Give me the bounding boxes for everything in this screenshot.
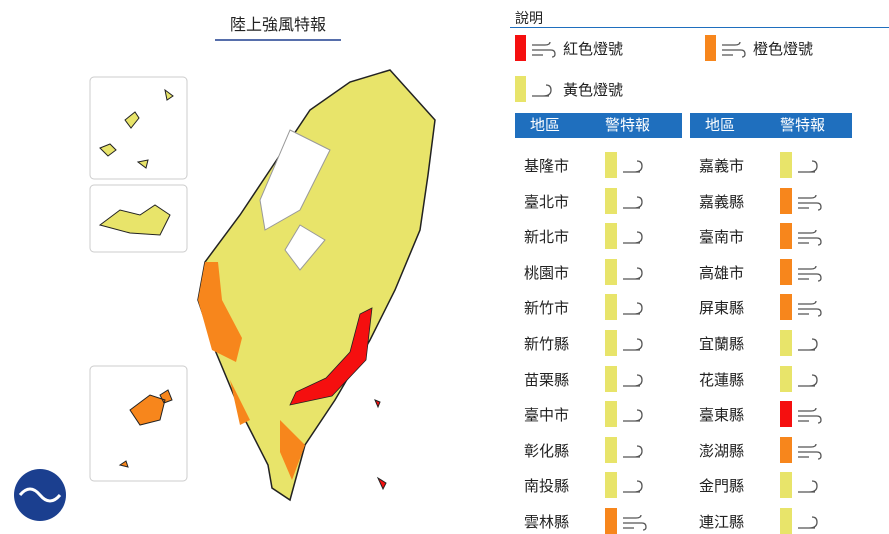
region-name: 嘉義市 [699,157,745,175]
legend-label: 橙色燈號 [753,40,814,58]
legend-title: 說明 [515,11,543,27]
wind-icon [623,373,643,387]
warning-swatch [780,365,792,392]
wind-icon [798,301,822,318]
region-name: 臺東縣 [699,406,745,425]
wind-icon [798,194,822,211]
region-name: 桃園市 [524,263,570,282]
warning-swatch [780,294,792,321]
wind-icon [623,514,647,531]
wind-icon [798,265,822,282]
warning-swatch [605,187,617,214]
wind-icon [532,41,556,58]
wind-icon [722,41,746,58]
warning-swatch [605,472,617,499]
region-name: 基隆市 [524,157,570,175]
warning-swatch [605,508,617,534]
warning-swatch [780,436,792,463]
region-name: 雲林縣 [524,513,570,531]
wind-icon [798,443,822,460]
map: 陸上強風特報 [14,15,436,521]
legend-swatch [705,35,716,61]
wind-icon [798,408,822,424]
wind-icon [623,160,643,173]
region-name: 苗栗縣 [524,370,570,389]
legend-label: 黃色燈號 [563,81,624,99]
header-warning: 警特報 [780,116,826,134]
warning-swatch [780,258,792,285]
header-warning: 警特報 [605,116,651,134]
wind-icon [798,373,818,387]
legend-rule [510,27,889,28]
legend-label: 紅色燈號 [563,40,624,58]
wind-icon [798,338,818,351]
warning-swatch [605,436,617,463]
warning-swatch [780,187,792,214]
warning-swatch [780,223,792,250]
legend-swatch [515,76,526,102]
map-title: 陸上強風特報 [230,15,326,34]
table-header: 地區 警特報 [515,113,682,138]
wind-icon [623,445,643,458]
region-name: 臺南市 [699,228,745,247]
region-name: 新竹市 [524,299,570,318]
warning-swatch [605,330,617,356]
warning-swatch [605,401,617,428]
region-name: 高雄市 [699,263,745,282]
header-region: 地區 [705,116,736,134]
region-name: 南投縣 [524,477,570,496]
region-name: 臺北市 [524,192,570,211]
region-name: 新北市 [524,228,570,247]
legend-swatch [515,35,526,61]
wind-icon [798,230,822,246]
wind-icon [798,480,818,494]
region-name: 嘉義縣 [699,192,745,211]
region-name: 連江縣 [699,513,745,531]
warning-swatch [780,152,792,178]
region-name: 臺中市 [524,406,570,425]
region-name: 澎湖縣 [699,441,745,460]
wind-icon [623,480,643,494]
warning-swatch [605,294,617,321]
warning-swatch [605,258,617,285]
table-header: 地區 警特報 [690,113,852,138]
warning-swatch [780,330,792,356]
warning-swatch [605,223,617,250]
wind-icon [623,338,643,351]
warning-swatch [780,472,792,499]
warning-swatch [605,152,617,178]
taiwan [197,69,436,502]
wind-icon [623,302,643,316]
wind-icon [623,267,643,280]
logo [14,469,66,521]
region-name: 宜蘭縣 [699,335,745,353]
region-name: 花蓮縣 [699,370,745,389]
wind-icon [623,409,643,422]
header-region: 地區 [530,116,561,134]
region-name: 屏東縣 [699,299,745,318]
wind-icon [623,195,643,209]
insets [89,76,188,482]
warning-swatch [780,508,792,534]
warning-swatch [780,401,792,428]
region-name: 金門縣 [699,477,745,496]
wind-icon [798,516,818,529]
region-name: 彰化縣 [524,441,570,460]
wind-icon [623,231,643,244]
warning-swatch [605,365,617,392]
region-name: 新竹縣 [524,335,570,353]
wind-icon [532,84,552,97]
wind-icon [798,160,818,173]
